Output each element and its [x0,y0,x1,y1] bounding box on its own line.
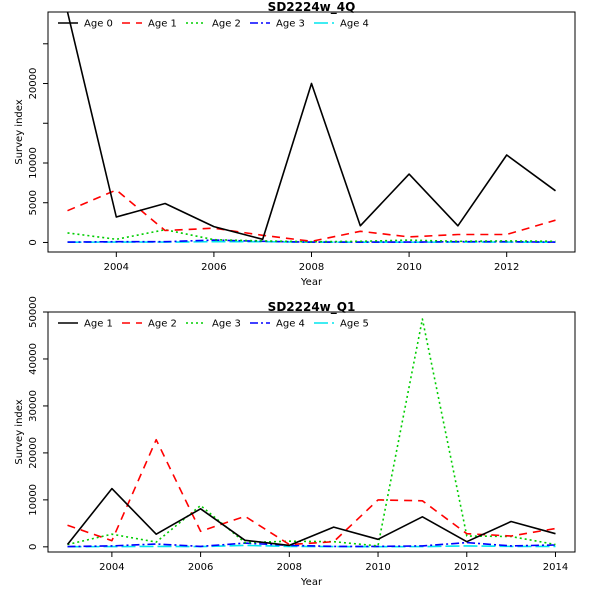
y-axis-label: Survey index [14,399,25,464]
y-tick-label: 10000 [28,147,39,179]
legend: Age 1 Age 2 Age 3 Age 4 Age 5 [58,319,369,330]
x-tick-label: 2006 [201,262,226,273]
series-line-age-1 [67,189,556,243]
series-line-age-2 [67,228,556,243]
series-line-age-2 [67,438,556,546]
y-tick-label: 0 [28,239,39,245]
y-tick-label: 50000 [28,296,39,328]
y-tick-label: 30000 [28,390,39,422]
x-tick-label: 2012 [454,562,479,573]
x-tick-label: 2004 [104,262,129,273]
legend: Age 0 Age 1 Age 2 Age 3 Age 4 [58,19,369,30]
y-tick-label: 0 [28,544,39,550]
legend-label: Age 0 [84,19,113,30]
series-line-age-4 [67,541,556,548]
x-tick-label: 2014 [543,562,568,573]
chart-title: SD2224w_Q1 [268,300,356,315]
y-tick-label: 10000 [28,484,39,516]
x-axis-label: Year [300,277,323,288]
series-line-age-0 [66,12,556,241]
legend-label: Age 3 [212,319,241,330]
x-tick-label: 2006 [188,562,213,573]
y-tick-label: 20000 [28,437,39,469]
x-tick-label: 2010 [365,562,390,573]
x-tick-label: 2004 [99,562,124,573]
y-tick-label: 5000 [28,190,39,215]
legend-label: Age 2 [148,319,177,330]
x-axis-label: Year [300,577,323,588]
y-tick-label: 20000 [28,68,39,100]
series-lines [66,12,556,243]
series-line-age-3 [67,318,556,547]
legend-label: Age 4 [276,319,305,330]
plot-frame [47,311,576,553]
x-tick-label: 2008 [277,562,302,573]
chart-title: SD2224w_4Q [268,0,356,15]
y-tick-label: 40000 [28,343,39,375]
legend-label: Age 2 [212,19,241,30]
legend-label: Age 5 [340,319,369,330]
legend-label: Age 4 [340,19,369,30]
chart-1: SD2224w_4Q 2004 2006 2008 2010 2012 Year 0 5000 1… [14,0,576,288]
series-line-age-1 [66,487,556,547]
plot-frame [47,11,576,253]
legend-label: Age 1 [84,319,113,330]
x-tick-label: 2008 [299,262,324,273]
x-tick-label: 2012 [494,262,519,273]
chart-2: SD2224w_Q1 2004 2006 2008 2010 2012 2014 Year 0 1… [14,296,576,588]
legend-label: Age 1 [148,19,177,30]
y-axis-label: Survey index [14,99,25,164]
legend-label: Age 3 [276,19,305,30]
series-lines [66,318,556,548]
x-tick-label: 2010 [396,262,421,273]
